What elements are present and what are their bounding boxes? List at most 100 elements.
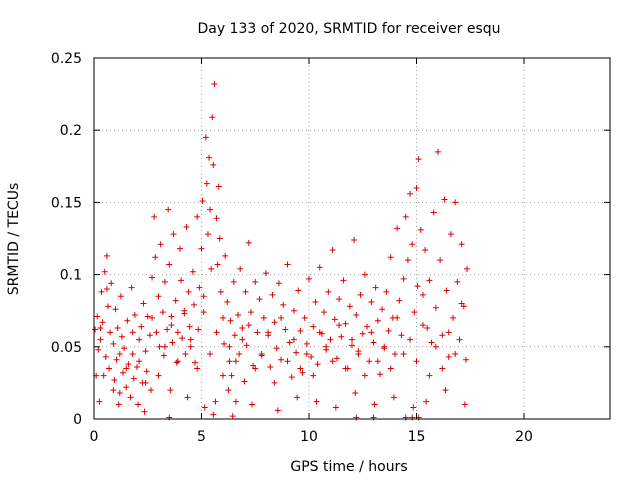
data-point — [284, 358, 291, 365]
x-tick-label: 0 — [90, 429, 99, 445]
data-point — [164, 326, 171, 333]
data-point — [450, 314, 457, 321]
data-point — [111, 377, 118, 384]
data-point — [108, 280, 115, 287]
data-point — [271, 379, 278, 386]
data-point — [221, 340, 228, 347]
data-point — [263, 270, 269, 277]
data-point — [419, 291, 426, 298]
data-point — [229, 413, 236, 420]
data-point — [297, 327, 304, 334]
data-point — [149, 314, 156, 321]
data-point — [361, 372, 368, 379]
data-point — [329, 358, 336, 365]
data-point — [220, 372, 226, 379]
data-point — [201, 404, 208, 411]
data-point — [252, 365, 259, 372]
data-point — [458, 241, 465, 248]
data-point — [394, 314, 401, 321]
data-point — [435, 148, 441, 155]
data-point — [204, 231, 211, 238]
data-point — [273, 345, 280, 352]
data-point — [461, 401, 468, 408]
data-point — [128, 284, 135, 291]
data-point — [404, 257, 411, 264]
data-point — [202, 134, 209, 141]
data-point — [181, 307, 188, 314]
data-point — [290, 336, 297, 343]
data-point — [349, 342, 355, 349]
data-point — [256, 296, 263, 303]
data-point — [329, 247, 336, 254]
data-point — [213, 215, 220, 222]
grid-lines — [94, 58, 610, 419]
data-point — [159, 309, 166, 316]
data-point — [312, 299, 319, 306]
y-tick-label: 0 — [73, 412, 82, 428]
data-point — [235, 312, 242, 319]
data-point — [166, 261, 173, 268]
data-point — [134, 364, 140, 371]
data-point — [368, 299, 375, 306]
data-point — [155, 372, 162, 379]
data-point — [288, 374, 295, 381]
data-point — [432, 343, 439, 350]
data-point — [355, 351, 362, 358]
data-point — [464, 265, 471, 272]
x-tick-label: 10 — [300, 429, 318, 445]
data-point — [110, 387, 117, 394]
data-point — [102, 353, 109, 360]
data-point — [439, 365, 446, 372]
data-point — [282, 326, 289, 333]
data-point — [187, 336, 194, 343]
data-point — [100, 372, 107, 379]
data-point — [156, 343, 163, 350]
data-point — [439, 332, 446, 339]
data-point — [184, 394, 191, 401]
data-point — [286, 339, 293, 346]
data-point — [295, 287, 302, 294]
data-point — [103, 286, 110, 293]
data-point — [442, 387, 449, 394]
data-point — [447, 231, 454, 238]
data-point — [376, 371, 383, 378]
data-point — [123, 365, 130, 372]
data-point — [224, 299, 231, 306]
data-point — [321, 309, 328, 316]
data-point — [415, 156, 422, 163]
data-point — [413, 184, 420, 191]
data-point — [387, 365, 394, 372]
data-point — [138, 323, 145, 330]
data-point — [353, 414, 360, 421]
data-point — [120, 369, 127, 376]
data-points — [92, 80, 471, 421]
data-point — [370, 339, 377, 346]
data-point — [192, 359, 199, 366]
data-point — [303, 340, 310, 347]
data-point — [352, 390, 359, 397]
data-point — [422, 247, 429, 254]
data-point — [398, 332, 405, 339]
data-point — [165, 206, 172, 213]
data-point — [332, 404, 339, 411]
data-point — [407, 336, 414, 343]
data-point — [443, 287, 450, 294]
data-point — [143, 368, 150, 375]
data-point — [254, 329, 261, 336]
data-point — [114, 325, 121, 332]
data-point — [410, 404, 417, 411]
data-point — [225, 387, 232, 394]
data-point — [115, 401, 122, 408]
data-point — [130, 375, 137, 382]
data-point — [361, 271, 368, 278]
data-point — [252, 278, 259, 285]
y-tick-label: 0.05 — [51, 340, 82, 356]
data-point — [207, 351, 214, 358]
data-point — [340, 277, 347, 284]
data-point — [199, 197, 206, 204]
data-point — [353, 312, 360, 319]
data-point — [103, 252, 110, 259]
data-point — [141, 408, 148, 415]
data-point — [125, 361, 132, 368]
data-point — [426, 277, 433, 284]
